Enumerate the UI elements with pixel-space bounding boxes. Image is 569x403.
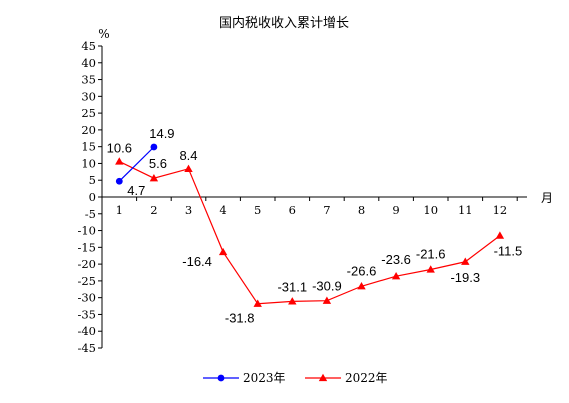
- data-label: -31.1: [277, 279, 307, 294]
- y-tick-label: 30: [81, 89, 96, 103]
- series-point: [184, 164, 193, 172]
- y-tick-label: 0: [89, 190, 96, 204]
- series-line: [119, 160, 501, 305]
- x-tick-label: 3: [185, 203, 192, 217]
- x-tick-label: 5: [254, 203, 261, 217]
- y-tick-label: -30: [77, 291, 96, 305]
- y-tick-label: 20: [81, 123, 96, 137]
- y-tick-label: -45: [77, 341, 96, 355]
- data-label: -11.5: [494, 244, 523, 259]
- legend: 2023年 2022年: [203, 371, 388, 385]
- x-tick-label: 9: [392, 203, 399, 217]
- x-tick-label: 10: [423, 203, 438, 217]
- series-point: [150, 143, 158, 151]
- y-tick-label: 10: [81, 156, 96, 170]
- series-point: [115, 177, 123, 185]
- data-label: -16.4: [182, 254, 212, 269]
- series-point: [322, 296, 332, 304]
- x-tick-label: 2: [150, 203, 157, 217]
- y-tick-label: -5: [85, 207, 96, 221]
- series-point: [115, 157, 124, 165]
- data-label: 5.6: [149, 156, 167, 171]
- series-line: [118, 146, 155, 182]
- series-point: [461, 257, 470, 265]
- series-point: [426, 265, 435, 273]
- y-unit-label: %: [98, 27, 109, 41]
- data-label: 4.7: [127, 183, 145, 198]
- series-point: [149, 174, 159, 182]
- x-tick-label: 4: [219, 203, 226, 217]
- data-label: 8.4: [179, 148, 197, 163]
- y-tick-label: -40: [77, 324, 96, 338]
- series-layer: [115, 143, 505, 307]
- legend-label: 2022年: [345, 371, 388, 385]
- y-tick-label: -20: [77, 257, 96, 271]
- series-point: [391, 271, 401, 280]
- x-tick-label: 1: [116, 203, 123, 217]
- y-tick-label: 15: [81, 140, 96, 154]
- y-tick-label: -15: [77, 240, 96, 254]
- data-label: 14.9: [149, 126, 174, 141]
- x-unit-label: 月: [541, 191, 553, 205]
- x-tick-label: 12: [493, 203, 508, 217]
- data-label: -30.9: [312, 279, 342, 294]
- data-label: -23.6: [381, 252, 411, 267]
- series-point: [288, 297, 297, 305]
- y-tick-label: -35: [77, 307, 96, 321]
- y-tick-label: 5: [89, 173, 96, 187]
- chart-title: 国内税收收入累计增长: [219, 15, 349, 31]
- y-tick-label: 45: [81, 39, 96, 53]
- x-tick-label: 11: [458, 203, 473, 217]
- series-point: [495, 231, 505, 239]
- x-tick-label: 8: [358, 203, 365, 217]
- series-point: [253, 299, 262, 307]
- legend-marker: [217, 374, 225, 382]
- x-tick-label: 6: [289, 203, 296, 217]
- data-label: -26.6: [347, 263, 377, 278]
- series-point: [218, 247, 228, 256]
- y-tick-label: 35: [81, 73, 96, 87]
- legend-marker: [318, 373, 328, 382]
- legend-label: 2023年: [243, 371, 286, 385]
- y-tick-label: -25: [77, 274, 96, 288]
- y-tick-label: -10: [77, 224, 96, 238]
- x-tick-label: 7: [323, 203, 330, 217]
- axes: -45-40-35-30-25-20-15-10-505101520253035…: [77, 39, 527, 355]
- data-label: -31.8: [225, 311, 255, 326]
- series-point: [357, 282, 366, 290]
- y-tick-label: 25: [81, 106, 96, 120]
- data-label: -19.3: [450, 270, 480, 285]
- data-label: -21.6: [416, 246, 446, 261]
- data-label: 10.6: [107, 140, 132, 155]
- y-tick-label: 40: [81, 56, 96, 70]
- data-labels: 4.7 14.9 10.6 5.6 8.4 -16.4 -31.8 -31.1 -30.9 -26…: [107, 126, 523, 326]
